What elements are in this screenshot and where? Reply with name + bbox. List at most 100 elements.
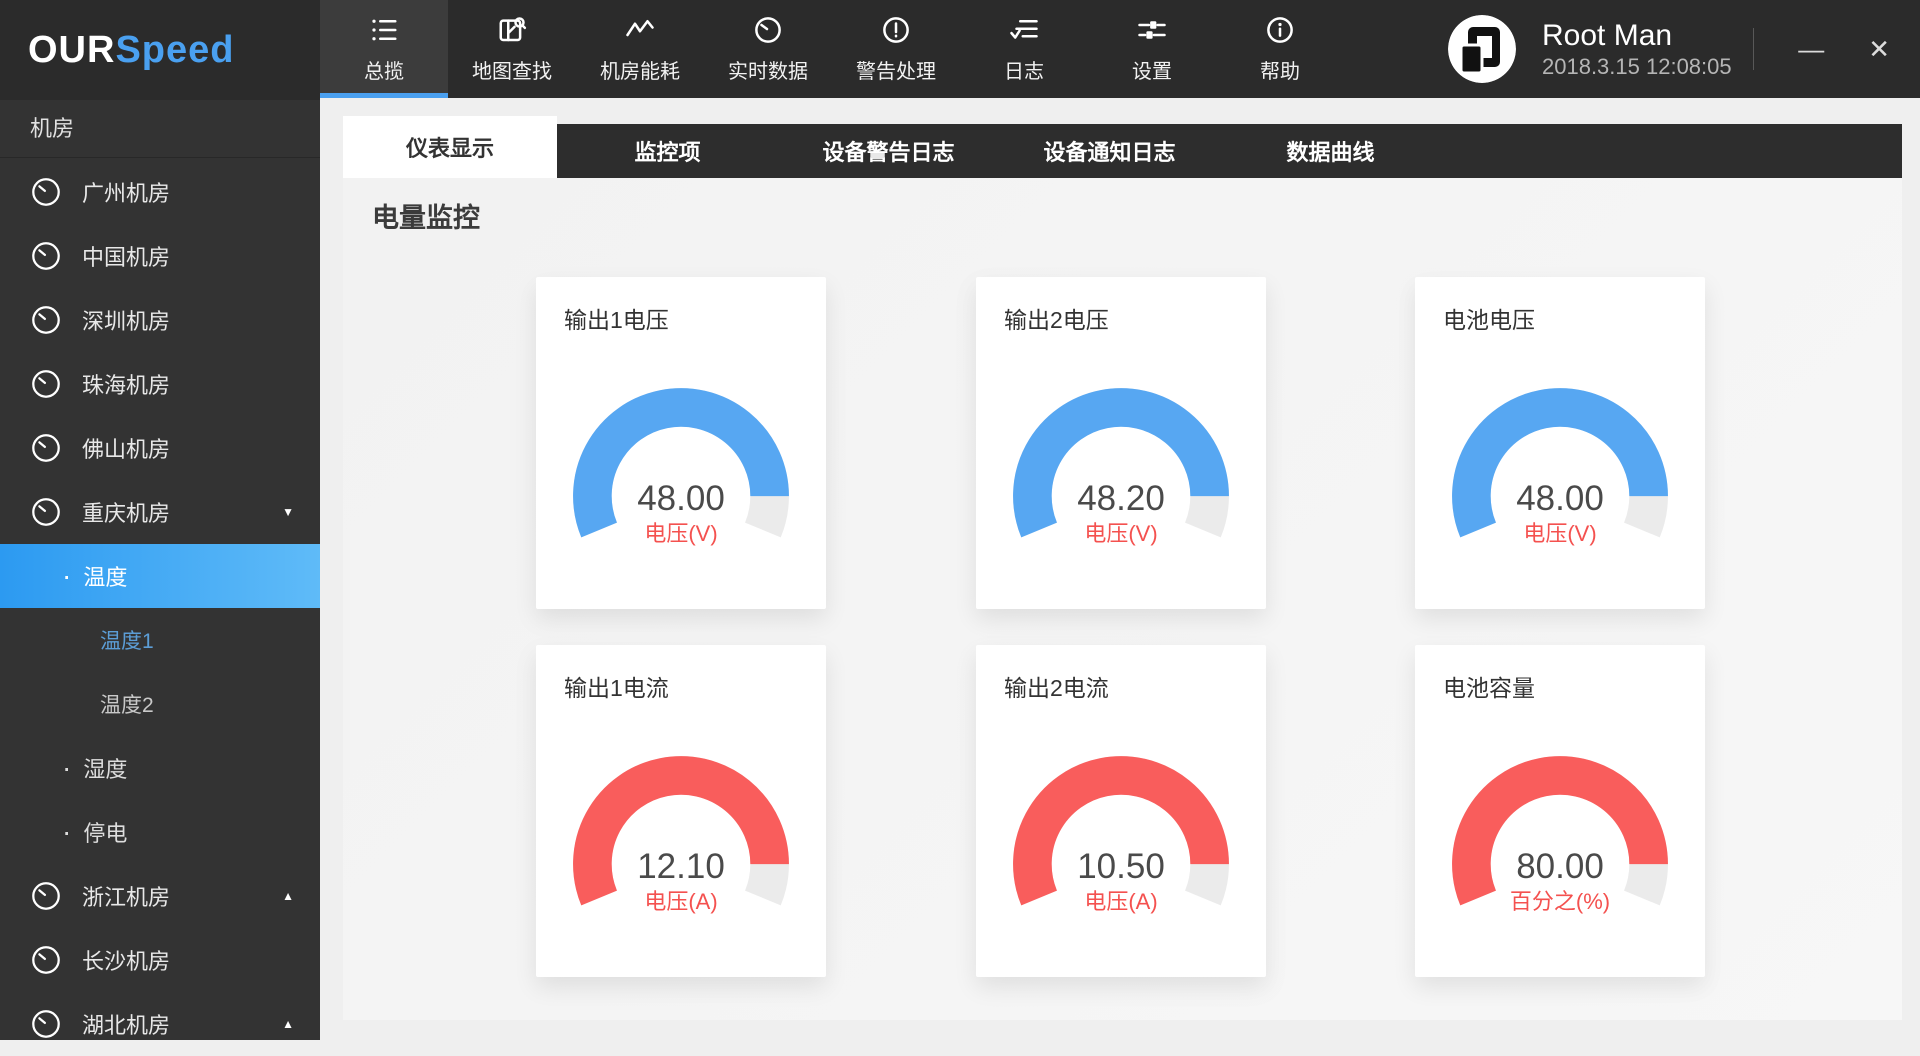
room-list: 广州机房 中国机房 深圳机房 珠海机房 佛山机房 重庆机房 ▼ · 温度 温度1 [0,160,320,1056]
gauge: 12.10 电压(A) [556,755,806,955]
sidebar-item-temperature[interactable]: · 温度 [0,544,320,608]
gauge-arc-icon [1013,388,1229,538]
sidebar-item-chongqing-room[interactable]: 重庆机房 ▼ [0,480,320,544]
gauge-unit: 电压(A) [1084,889,1158,914]
nav-item-room-energy[interactable]: 机房能耗 [576,0,704,98]
nav-item-logs[interactable]: 日志 [960,0,1088,98]
logs-icon [1009,14,1039,46]
sidebar-item-guangzhou-room[interactable]: 广州机房 [0,160,320,224]
gauge-card: 输出2电压 48.20 电压(V) [976,277,1266,609]
nav-item-overview[interactable]: 总揽 [320,0,448,98]
sidebar-item-label: 温度 [83,565,128,590]
sidebar-item-china-room[interactable]: 中国机房 [0,224,320,288]
gauge-value: 10.50 [1077,847,1165,886]
gauge-value: 12.10 [637,847,725,886]
gauge-value: 48.00 [637,479,725,518]
chevron-up-icon: ▲ [282,1017,294,1031]
gauge-icon [30,368,62,400]
sidebar-item-zhuhai-room[interactable]: 珠海机房 [0,352,320,416]
gauge-unit: 电压(A) [644,889,718,914]
gauge-unit: 百分之(%) [1509,889,1611,914]
gauge-arc-icon [1452,756,1668,906]
sidebar-item-label: 佛山机房 [82,437,171,462]
sidebar-item-temperature-1[interactable]: 温度1 [0,608,320,672]
sidebar-item-foshan-room[interactable]: 佛山机房 [0,416,320,480]
sidebar-item-label: 湿度 [83,757,128,782]
datetime: 2018.3.15 12:08:05 [1542,54,1732,79]
gauge-card: 电池电压 48.00 电压(V) [1415,277,1705,609]
sidebar-item-label: 中国机房 [82,245,171,270]
avatar-logo-icon [1448,15,1516,83]
gauge-card-title: 输出2电流 [1004,675,1109,701]
sidebar-item-label: 长沙机房 [82,949,171,974]
brand-our: OUR [28,28,116,71]
nav-item-map-search[interactable]: 地图查找 [448,0,576,98]
gauge-card-title: 输出1电流 [564,675,669,701]
sidebar-item-power-outage[interactable]: · 停电 [62,816,128,847]
gauge: 48.00 电压(V) [1435,387,1685,587]
sidebar: OUR Speed 机房 广州机房 中国机房 深圳机房 珠海机房 佛山机房 重庆机… [0,0,320,1040]
nav-item-help[interactable]: 帮助 [1216,0,1344,98]
user-area: Root Man 2018.3.15 12:08:05 — ✕ [1432,0,1920,98]
gauge-card: 输出1电流 12.10 电压(A) [536,645,826,977]
content-panel: 电量监控 输出1电压 48.00 电压(V) 输出2电压 48.20 电压(V)… [343,178,1902,1020]
app-logo: OUR Speed [0,0,320,100]
tab-monitor-items[interactable]: 监控项 [634,140,701,165]
sidebar-item-changsha-room[interactable]: 长沙机房 [0,928,320,992]
gauge-card: 电池容量 80.00 百分之(%) [1415,645,1705,977]
sidebar-item-humidity[interactable]: · 湿度 [62,752,128,783]
gauge: 48.00 电压(V) [556,387,806,587]
gauge-arc-icon [1013,756,1229,906]
gauge-value: 80.00 [1516,847,1604,886]
nav-item-settings[interactable]: 设置 [1088,0,1216,98]
brand-speed: Speed [115,28,235,71]
sidebar-item-label: 重庆机房 [82,501,171,526]
section-heading: 电量监控 [372,203,480,233]
gauge-icon [30,240,62,272]
tab-device-notice-log[interactable]: 设备通知日志 [1043,140,1176,165]
gauge-card-title: 电池电压 [1443,307,1535,333]
gauge: 48.20 电压(V) [996,387,1246,587]
tab-gauge-display[interactable]: 仪表显示 [343,116,557,178]
gauge-card: 输出2电流 10.50 电压(A) [976,645,1266,977]
gauge-icon [30,496,62,528]
gauge: 80.00 百分之(%) [1435,755,1685,955]
gauge-card-title: 电池容量 [1443,675,1535,701]
header-divider [1753,28,1755,70]
tab-strip: 监控项 设备警告日志 设备通知日志 数据曲线 [557,124,1902,178]
gauge-arc-icon [573,388,789,538]
gauge-card-title: 输出1电压 [564,307,669,333]
top-nav: 总揽 地图查找 机房能耗 实时数据 警告处理 日志 设置 帮助 [320,0,1344,98]
sidebar-item-shenzhen-room[interactable]: 深圳机房 [0,288,320,352]
sidebar-item-label: 浙江机房 [82,885,171,910]
minimize-button[interactable]: — [1798,34,1825,64]
sidebar-section-title: 机房 [0,100,320,158]
nav-item-label: 警告处理 [856,61,936,83]
nav-item-label: 机房能耗 [600,61,680,83]
tab-device-warning-log[interactable]: 设备警告日志 [822,140,955,165]
nav-item-label: 地图查找 [472,61,552,83]
gauge-icon [30,176,62,208]
sidebar-item-label: 珠海机房 [82,373,171,398]
gauge-icon [30,880,62,912]
gauge-value: 48.20 [1077,479,1165,518]
gauge-unit: 电压(V) [1523,521,1597,546]
close-button[interactable]: ✕ [1868,34,1890,64]
sidebar-item-label: 停电 [83,821,128,846]
nav-item-label: 帮助 [1260,61,1300,83]
nav-item-label: 设置 [1132,61,1172,83]
sidebar-item-zhejiang-room[interactable]: 浙江机房 ▲ [0,864,320,928]
nav-item-alert-handling[interactable]: 警告处理 [832,0,960,98]
sidebar-item-label: 温度2 [100,694,154,717]
gauge-arc-icon [573,756,789,906]
avatar[interactable] [1448,15,1516,83]
sidebar-item-label: 广州机房 [82,181,171,206]
chevron-down-icon: ▼ [282,505,294,519]
gauge: 10.50 电压(A) [996,755,1246,955]
map-search-icon [497,14,527,46]
alert-icon [881,14,911,46]
sidebar-item-hubei-room[interactable]: 湖北机房 ▲ [0,992,320,1056]
nav-item-realtime-data[interactable]: 实时数据 [704,0,832,98]
tab-data-curve[interactable]: 数据曲线 [1286,140,1375,165]
sidebar-item-temperature-2[interactable]: 温度2 [0,672,320,736]
